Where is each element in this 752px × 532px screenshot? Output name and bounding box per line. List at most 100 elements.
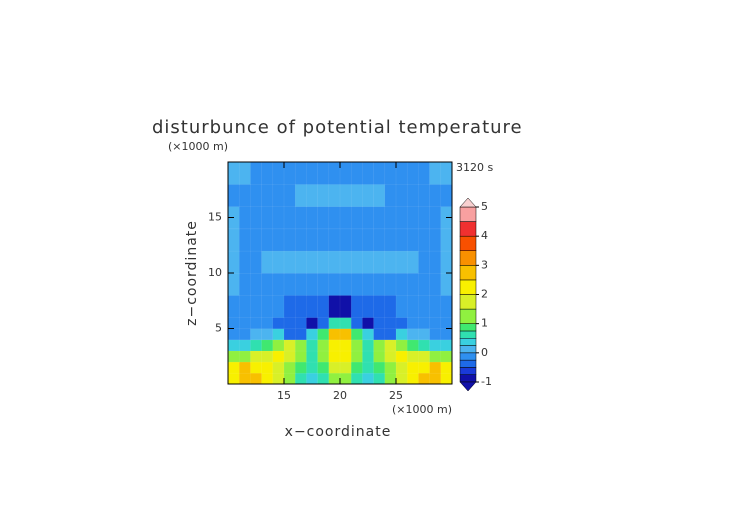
cell [272, 328, 285, 341]
cell [227, 161, 240, 185]
cell [429, 206, 442, 230]
cell [384, 350, 397, 363]
cell [328, 328, 341, 341]
colorbar-segment [459, 265, 477, 281]
colorbar-tick-label: 3 [481, 258, 488, 271]
y-tick-label: 5 [215, 322, 222, 335]
cell [395, 372, 408, 385]
cell [350, 228, 363, 252]
colorbar-segment [459, 250, 477, 266]
cell [373, 161, 386, 185]
colorbar-segment [459, 367, 477, 375]
cell [395, 228, 408, 252]
cell [272, 183, 285, 207]
cell [440, 294, 453, 318]
cell [250, 272, 263, 296]
cell [238, 350, 251, 363]
cell [261, 294, 274, 318]
cell [350, 361, 363, 374]
cell [238, 339, 251, 352]
cell [328, 183, 341, 207]
cell [362, 328, 375, 341]
cell [283, 317, 296, 330]
cell [350, 317, 363, 330]
cell [373, 328, 386, 341]
cell [418, 361, 431, 374]
cell [306, 183, 319, 207]
cell [440, 361, 453, 374]
y-axis-label: z−coordinate [184, 220, 200, 326]
cell [283, 206, 296, 230]
cell [373, 272, 386, 296]
cell [406, 206, 419, 230]
cell [317, 272, 330, 296]
cell [272, 206, 285, 230]
cell [362, 250, 375, 274]
cell [406, 294, 419, 318]
cell [227, 361, 240, 374]
cell [238, 317, 251, 330]
cell [418, 339, 431, 352]
cell [350, 350, 363, 363]
cell [272, 372, 285, 385]
cell [250, 361, 263, 374]
cell [406, 361, 419, 374]
colorbar-segment [459, 345, 477, 354]
colorbar-segment [459, 352, 477, 361]
cell [406, 372, 419, 385]
cell [429, 372, 442, 385]
cell [429, 183, 442, 207]
cell [406, 317, 419, 330]
cell [250, 372, 263, 385]
cell [250, 328, 263, 341]
cell [395, 206, 408, 230]
cell [283, 250, 296, 274]
y-unit: (×1000 m) [168, 140, 228, 153]
cell [294, 272, 307, 296]
cell [395, 361, 408, 374]
cell [238, 228, 251, 252]
cell [272, 161, 285, 185]
cell [350, 328, 363, 341]
cell [306, 317, 319, 330]
colorbar-tick-label: 5 [481, 200, 488, 213]
cell [362, 206, 375, 230]
cell [418, 161, 431, 185]
cell [350, 294, 363, 318]
cell [306, 228, 319, 252]
colorbar-segment [459, 308, 477, 324]
cell [283, 372, 296, 385]
cell [317, 339, 330, 352]
cell [306, 161, 319, 185]
cell [429, 272, 442, 296]
cell [238, 361, 251, 374]
cell [294, 206, 307, 230]
cell [429, 228, 442, 252]
cell [261, 183, 274, 207]
cell [418, 328, 431, 341]
cell [406, 272, 419, 296]
cell [384, 361, 397, 374]
cell [283, 350, 296, 363]
cell [440, 161, 453, 185]
cell [227, 350, 240, 363]
cell [272, 339, 285, 352]
cell [350, 206, 363, 230]
colorbar-segment [459, 359, 477, 368]
cell [384, 372, 397, 385]
cell [395, 294, 408, 318]
cell [261, 328, 274, 341]
cell [250, 161, 263, 185]
x-tick-label: 25 [389, 389, 403, 402]
cell [272, 250, 285, 274]
cell [440, 372, 453, 385]
cell [350, 339, 363, 352]
cell [227, 183, 240, 207]
cell [384, 339, 397, 352]
cell [328, 272, 341, 296]
cell [250, 339, 263, 352]
cell [339, 372, 352, 385]
cell [339, 350, 352, 363]
cell [395, 183, 408, 207]
cell [283, 361, 296, 374]
